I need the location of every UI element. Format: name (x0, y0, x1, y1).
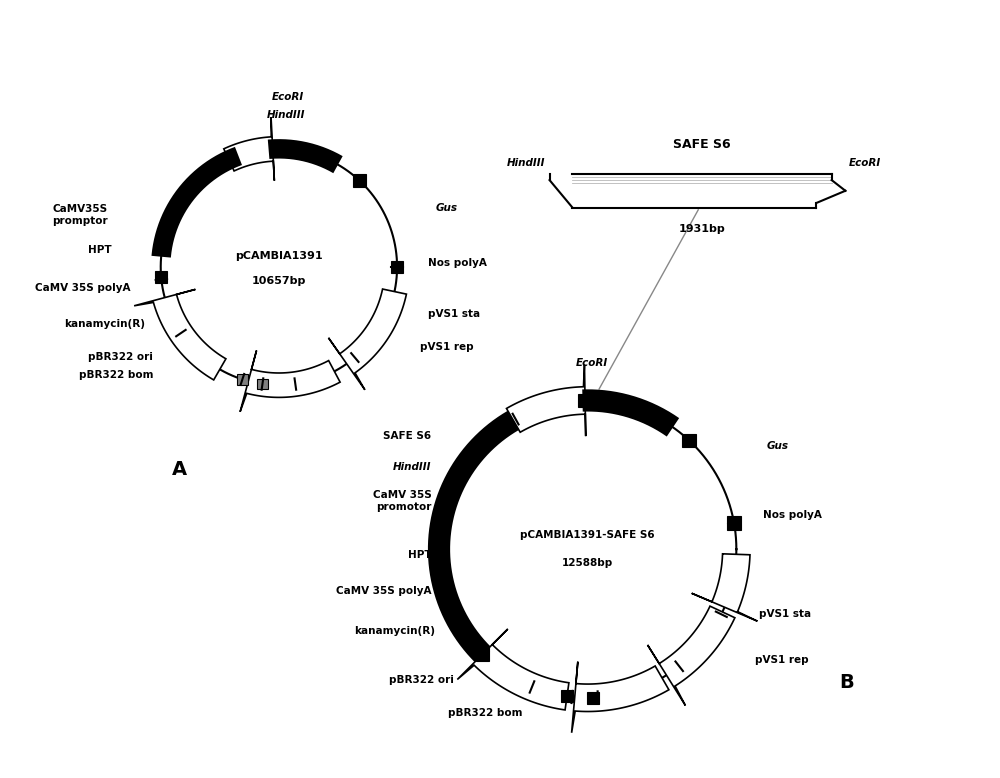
Text: CaMV35S
promptor: CaMV35S promptor (52, 205, 107, 226)
Polygon shape (240, 351, 340, 412)
Text: pCAMBIA1391: pCAMBIA1391 (235, 251, 323, 261)
Text: 1931bp: 1931bp (679, 224, 725, 234)
Polygon shape (572, 661, 669, 733)
Bar (727, 517, 741, 530)
Text: HindIII: HindIII (267, 110, 306, 120)
Polygon shape (648, 606, 735, 706)
Bar (561, 690, 573, 703)
Polygon shape (550, 180, 845, 208)
Text: pCAMBIA1391-SAFE S6: pCAMBIA1391-SAFE S6 (520, 531, 655, 541)
Bar (682, 433, 696, 447)
Polygon shape (692, 554, 757, 621)
Polygon shape (457, 629, 569, 710)
Bar (578, 394, 592, 408)
Text: Nos polyA: Nos polyA (763, 510, 822, 520)
Text: Gus: Gus (435, 202, 457, 212)
Polygon shape (224, 117, 274, 180)
Text: A: A (172, 460, 187, 478)
Text: CaMV 35S
promotor: CaMV 35S promotor (373, 490, 431, 512)
Bar (273, 142, 285, 155)
Text: Gus: Gus (767, 441, 789, 451)
Text: pVS1 sta: pVS1 sta (759, 609, 811, 619)
Text: CaMV 35S polyA: CaMV 35S polyA (35, 283, 130, 293)
Bar (476, 647, 489, 661)
Bar (353, 174, 366, 187)
Text: CaMV 35S polyA: CaMV 35S polyA (336, 586, 431, 596)
Text: HindIII: HindIII (393, 462, 431, 471)
Text: pBR322 bom: pBR322 bom (448, 708, 522, 718)
Text: HPT: HPT (408, 550, 431, 560)
Text: pBR322 ori: pBR322 ori (389, 675, 454, 685)
Bar (391, 261, 403, 273)
Text: B: B (840, 673, 854, 692)
Text: 12588bp: 12588bp (562, 558, 613, 568)
Text: pBR322 ori: pBR322 ori (88, 352, 153, 362)
Text: HindIII: HindIII (507, 158, 546, 168)
Text: pVS1 sta: pVS1 sta (428, 310, 480, 319)
Text: HPT: HPT (88, 245, 111, 255)
Text: Nos polyA: Nos polyA (428, 258, 486, 268)
Text: 10657bp: 10657bp (252, 275, 306, 286)
Text: SAFE S6: SAFE S6 (673, 138, 731, 151)
Text: EcoRI: EcoRI (848, 158, 881, 168)
Text: pVS1 rep: pVS1 rep (420, 342, 474, 352)
Text: EcoRI: EcoRI (575, 359, 608, 369)
Text: kanamycin(R): kanamycin(R) (354, 626, 435, 636)
Text: pBR322 bom: pBR322 bom (79, 370, 153, 380)
Bar (257, 379, 268, 389)
Text: pVS1 rep: pVS1 rep (755, 654, 809, 664)
Text: EcoRI: EcoRI (272, 92, 304, 102)
Bar (155, 272, 167, 283)
Text: SAFE S6: SAFE S6 (383, 431, 431, 441)
Bar (237, 374, 248, 385)
Text: kanamycin(R): kanamycin(R) (64, 319, 145, 329)
Bar (587, 692, 599, 704)
Polygon shape (134, 289, 226, 380)
Polygon shape (506, 365, 586, 436)
Polygon shape (328, 289, 406, 390)
